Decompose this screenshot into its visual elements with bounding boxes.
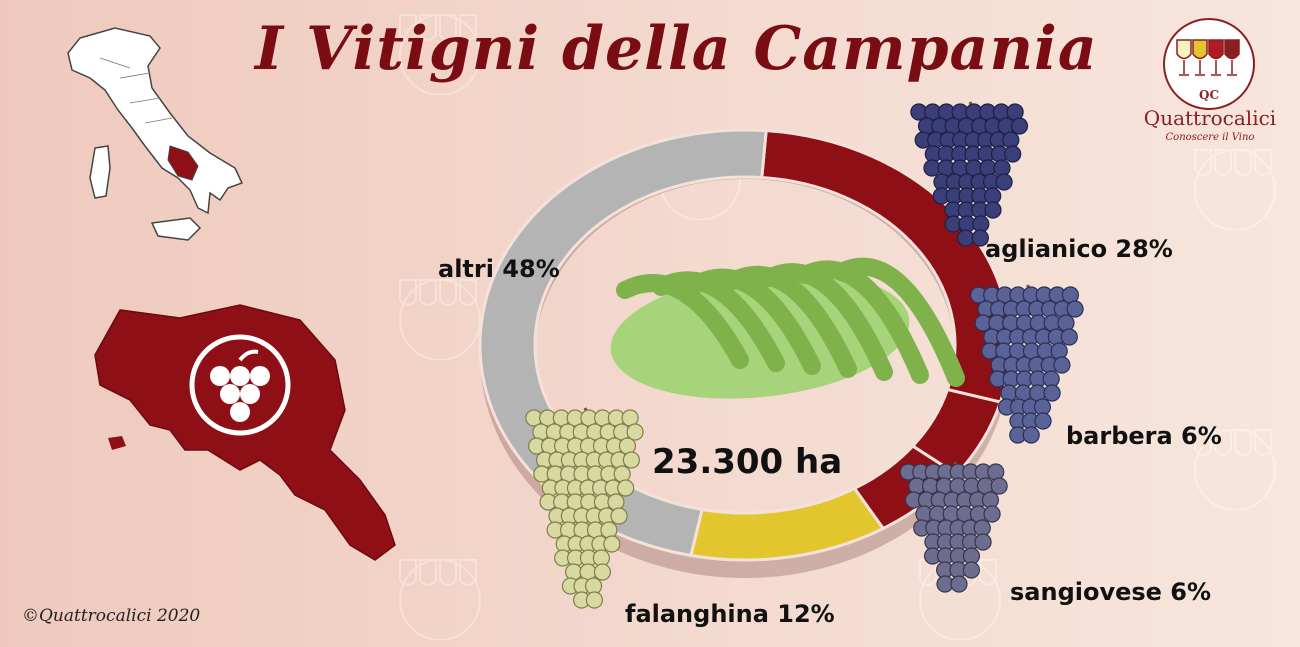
wine-glasses-logo-icon bbox=[1163, 18, 1255, 110]
page-title: I Vitigni della Campania bbox=[255, 14, 1098, 84]
copyright: ©Quattrocalici 2020 bbox=[22, 606, 201, 626]
slice-label-aglianico: aglianico 28% bbox=[985, 235, 1173, 263]
italy-map-icon bbox=[67, 27, 244, 241]
watermark-logo bbox=[1175, 420, 1295, 511]
grape-emblem-icon bbox=[189, 334, 291, 436]
logo-initials: QC bbox=[1198, 88, 1219, 102]
logo-tagline: Conoscere il Vino bbox=[1165, 132, 1255, 143]
vineyard-row bbox=[760, 263, 893, 381]
campania-map-icon bbox=[94, 304, 396, 561]
grape-bunch-icon bbox=[525, 407, 644, 609]
slice-label-sangiovese: sangiovese 6% bbox=[1010, 578, 1212, 606]
vineyard-icon bbox=[610, 257, 965, 399]
vineyard-row bbox=[796, 260, 929, 384]
watermark-logo bbox=[380, 270, 500, 361]
slice-label-altri: altri 48% bbox=[438, 255, 560, 283]
grape-bunch-icon bbox=[899, 461, 1008, 593]
vineyard-row bbox=[832, 257, 965, 387]
vineyard-row bbox=[688, 268, 821, 375]
center-label: 23.300 ha bbox=[652, 442, 843, 482]
vineyard-row bbox=[652, 271, 785, 372]
watermark-logo bbox=[380, 5, 500, 96]
logo-name: Quattrocalici bbox=[1143, 106, 1277, 130]
grape-bunch-icon bbox=[910, 101, 1029, 247]
slice-label-barbera: barbera 6% bbox=[1066, 422, 1222, 450]
watermark-logo bbox=[380, 550, 500, 641]
brand-logo: QC Quattrocalici Conoscere il Vino bbox=[1135, 18, 1285, 148]
slice-label-falanghina: falanghina 12% bbox=[625, 600, 835, 628]
watermark-logo bbox=[1175, 140, 1295, 231]
vineyard-row bbox=[616, 274, 749, 369]
grape-bunch-icon bbox=[969, 284, 1084, 444]
vineyard-row bbox=[724, 265, 857, 378]
